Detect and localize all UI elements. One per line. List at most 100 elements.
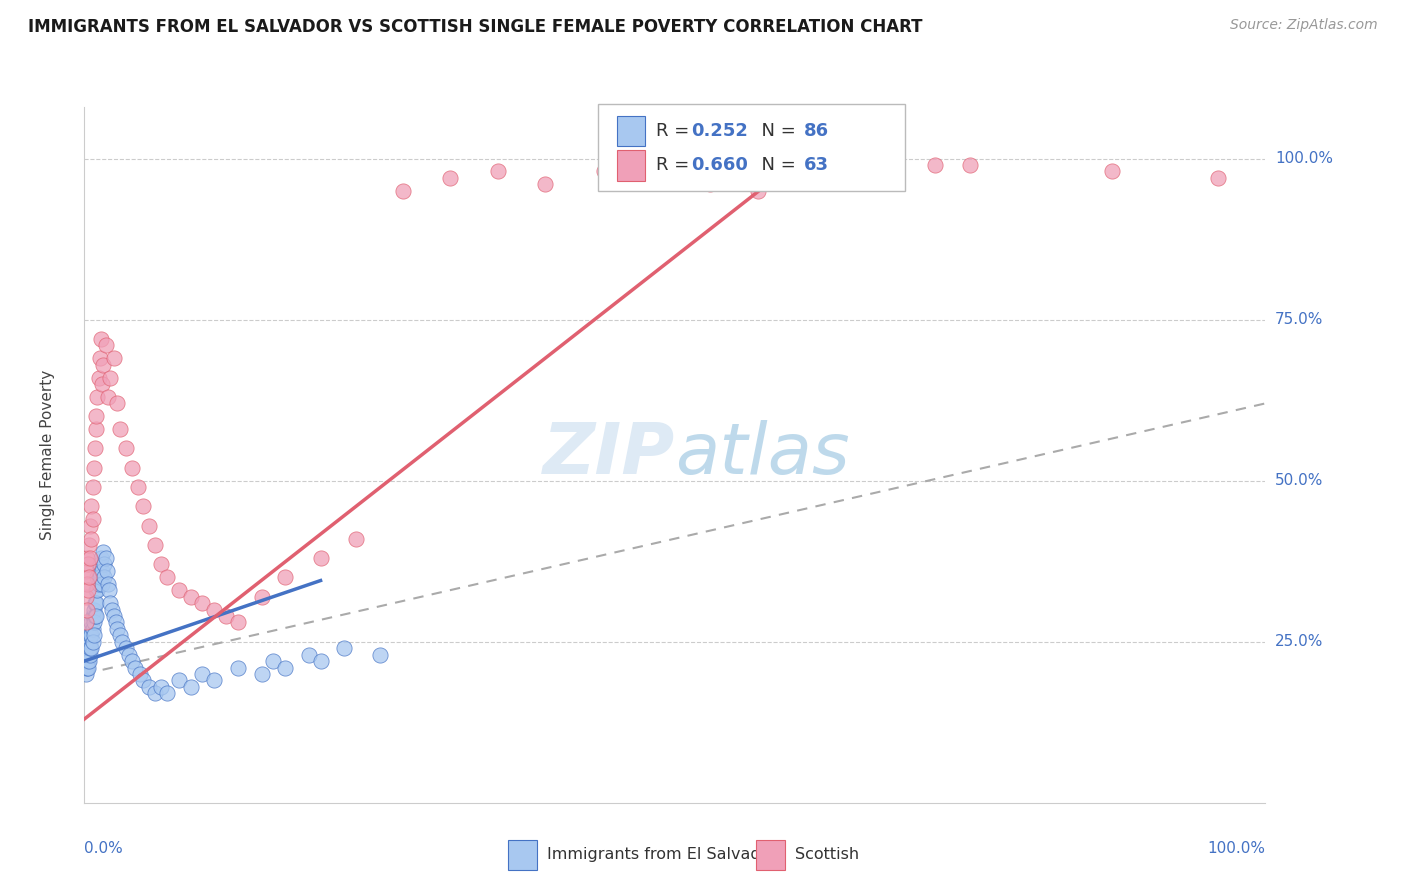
Point bbox=[79, 648, 101, 662]
Point bbox=[97, 390, 120, 404]
Point bbox=[79, 551, 101, 566]
Point bbox=[77, 558, 100, 572]
Point bbox=[76, 551, 98, 566]
FancyBboxPatch shape bbox=[756, 840, 785, 870]
Text: 50.0%: 50.0% bbox=[1275, 473, 1323, 488]
Point bbox=[1206, 170, 1229, 185]
Point bbox=[108, 628, 131, 642]
Point bbox=[191, 667, 214, 681]
Point bbox=[83, 615, 105, 630]
Point bbox=[98, 596, 121, 610]
Text: R =: R = bbox=[657, 122, 695, 140]
Text: 63: 63 bbox=[804, 156, 828, 175]
Point bbox=[76, 576, 98, 591]
Point bbox=[534, 178, 557, 192]
Point bbox=[77, 654, 100, 668]
Point bbox=[77, 641, 100, 656]
Point bbox=[75, 667, 97, 681]
Point bbox=[77, 648, 100, 662]
Point bbox=[82, 634, 104, 648]
Point bbox=[80, 615, 103, 630]
Point bbox=[83, 602, 105, 616]
Point bbox=[191, 596, 214, 610]
Point bbox=[132, 500, 155, 514]
Point bbox=[84, 409, 107, 424]
Text: IMMIGRANTS FROM EL SALVADOR VS SCOTTISH SINGLE FEMALE POVERTY CORRELATION CHART: IMMIGRANTS FROM EL SALVADOR VS SCOTTISH … bbox=[28, 18, 922, 36]
Text: 100.0%: 100.0% bbox=[1275, 151, 1333, 166]
Point bbox=[202, 673, 225, 688]
Point bbox=[77, 654, 100, 668]
Point bbox=[94, 338, 117, 352]
Point bbox=[80, 532, 103, 546]
Point bbox=[652, 170, 675, 185]
Point bbox=[924, 158, 946, 172]
Point bbox=[96, 564, 118, 578]
Point bbox=[77, 660, 100, 674]
Point bbox=[114, 442, 136, 456]
Point bbox=[89, 570, 111, 584]
Point bbox=[124, 660, 146, 674]
Point bbox=[77, 648, 100, 662]
Point bbox=[486, 164, 509, 178]
Point bbox=[86, 390, 108, 404]
Text: Immigrants from El Salvador: Immigrants from El Salvador bbox=[547, 847, 778, 863]
Point bbox=[77, 538, 100, 552]
Point bbox=[368, 648, 391, 662]
Point bbox=[202, 602, 225, 616]
Point bbox=[94, 551, 117, 566]
Text: 0.660: 0.660 bbox=[692, 156, 748, 175]
Point bbox=[76, 641, 98, 656]
Point bbox=[180, 680, 202, 694]
Point bbox=[91, 544, 114, 558]
Point bbox=[167, 673, 190, 688]
Text: R =: R = bbox=[657, 156, 695, 175]
Point bbox=[75, 615, 97, 630]
Point bbox=[86, 583, 108, 598]
Point bbox=[80, 628, 103, 642]
Point bbox=[83, 460, 105, 475]
Point bbox=[76, 634, 98, 648]
Text: ZIP: ZIP bbox=[543, 420, 675, 490]
Point bbox=[98, 583, 121, 598]
Text: 25.0%: 25.0% bbox=[1275, 634, 1323, 649]
Point bbox=[262, 654, 284, 668]
Point bbox=[138, 680, 160, 694]
Point bbox=[80, 641, 103, 656]
Point bbox=[747, 184, 769, 198]
Point bbox=[75, 590, 97, 604]
Point bbox=[75, 634, 97, 648]
Point bbox=[793, 170, 815, 185]
Point bbox=[84, 583, 107, 598]
Point bbox=[215, 609, 238, 624]
Point bbox=[84, 422, 107, 436]
Point bbox=[82, 609, 104, 624]
Point bbox=[77, 634, 100, 648]
Point bbox=[127, 480, 149, 494]
Point bbox=[167, 583, 190, 598]
Point bbox=[76, 660, 98, 674]
Text: 0.252: 0.252 bbox=[692, 122, 748, 140]
Point bbox=[90, 332, 112, 346]
Point bbox=[76, 654, 98, 668]
Point bbox=[98, 370, 121, 384]
Point bbox=[108, 422, 131, 436]
Point bbox=[79, 628, 101, 642]
Point bbox=[79, 622, 101, 636]
Point bbox=[274, 660, 297, 674]
Text: 86: 86 bbox=[804, 122, 828, 140]
Point bbox=[118, 648, 141, 662]
Text: N =: N = bbox=[751, 156, 801, 175]
Point bbox=[593, 164, 616, 178]
Point bbox=[274, 570, 297, 584]
Point bbox=[84, 609, 107, 624]
Point bbox=[114, 641, 136, 656]
Point bbox=[309, 654, 332, 668]
Point bbox=[250, 667, 273, 681]
Point bbox=[132, 673, 155, 688]
FancyBboxPatch shape bbox=[598, 103, 905, 191]
FancyBboxPatch shape bbox=[509, 840, 537, 870]
FancyBboxPatch shape bbox=[617, 116, 645, 146]
Point bbox=[75, 654, 97, 668]
Point bbox=[77, 570, 100, 584]
Text: 0.0%: 0.0% bbox=[84, 841, 124, 856]
